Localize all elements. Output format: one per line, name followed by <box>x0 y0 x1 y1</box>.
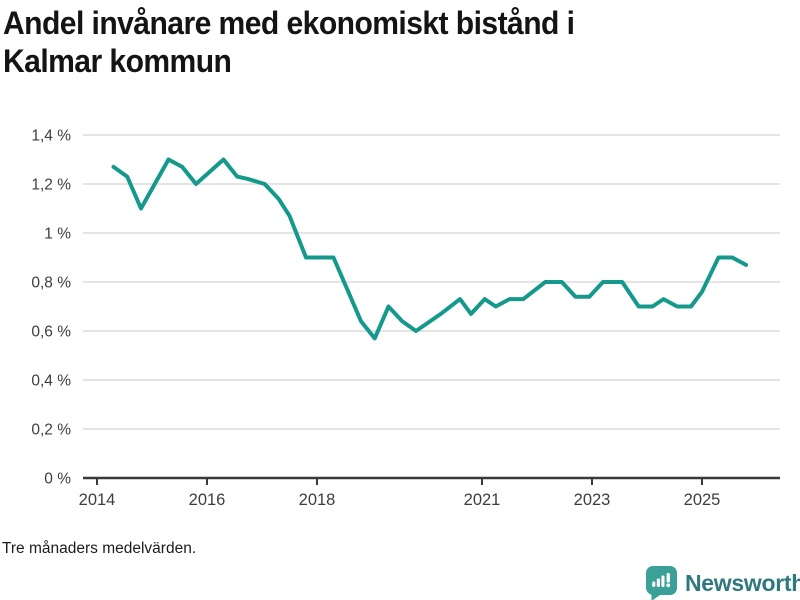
x-axis-tick-label: 2023 <box>574 491 611 509</box>
x-axis-tick-label: 2016 <box>189 491 226 509</box>
chart-title: Andel invånare med ekonomiskt bistånd i … <box>3 4 717 80</box>
chart-title-line1: Andel invånare med ekonomiskt bistånd i <box>3 5 575 41</box>
newsworthy-logo-text: Newsworthy <box>685 569 800 596</box>
chart-footnote: Tre månaders medelvärden. <box>2 540 197 557</box>
y-axis-tick-label: 0,8 % <box>31 275 71 292</box>
x-axis-tick-label: 2018 <box>299 491 336 509</box>
y-axis-tick-label: 0,2 % <box>31 422 71 439</box>
y-axis-tick-label: 1 % <box>44 226 71 243</box>
newsworthy-logo: Newsworthy <box>645 565 800 600</box>
chart-title-line2: Kalmar kommun <box>3 43 232 79</box>
x-axis-tick-label: 2021 <box>464 491 501 509</box>
logo-bars-icon <box>652 573 671 588</box>
y-axis-tick-label: 0,6 % <box>31 324 71 341</box>
y-axis-tick-label: 0 % <box>44 471 71 488</box>
x-axis-tick-label: 2014 <box>79 491 116 509</box>
newsworthy-logo-icon <box>646 566 677 600</box>
y-axis-tick-label: 1,2 % <box>31 177 71 194</box>
y-axis-tick-label: 0,4 % <box>31 373 71 390</box>
data-line <box>111 157 748 341</box>
y-axis-tick-label: 1,4 % <box>31 128 71 145</box>
x-axis-tick-label: 2025 <box>684 491 721 509</box>
